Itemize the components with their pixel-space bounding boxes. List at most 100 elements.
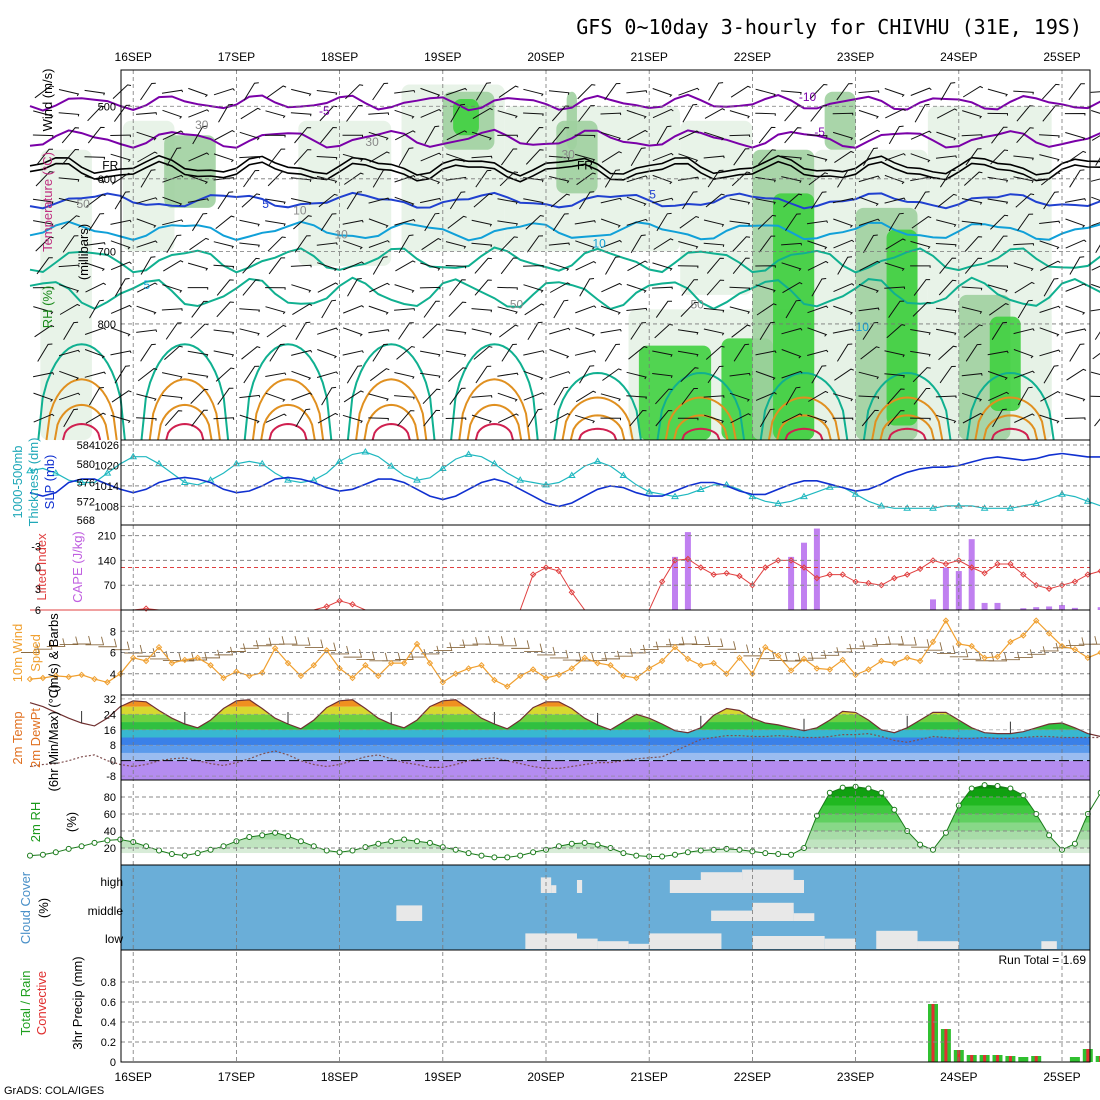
wind-barb: [161, 372, 183, 379]
precip-convective-bar: [996, 1055, 999, 1062]
wind-barb: [447, 215, 467, 229]
thickness-marker: [619, 471, 628, 478]
wind-barb: [527, 408, 543, 428]
rh-marker: [517, 852, 524, 859]
wind-barb: [806, 134, 828, 138]
wind-barb: [419, 197, 442, 204]
wind-barb: [832, 417, 854, 421]
label-total-rain: Total / Rain: [18, 970, 33, 1035]
wind-barb: [732, 236, 751, 252]
wind-barb: [962, 392, 983, 402]
wind-barb: [705, 193, 725, 208]
wind-barb: [910, 350, 931, 357]
precip-tick: 0.2: [101, 1037, 116, 1049]
wind-barb: [1039, 327, 1060, 337]
rh-marker: [530, 849, 537, 856]
temp-bands: [121, 699, 1090, 780]
contour-label: 50: [510, 298, 524, 312]
wind-barb: [497, 392, 518, 402]
thickness-tick: 576: [77, 478, 95, 490]
wind-barb: [756, 303, 777, 316]
wind-barb: [991, 321, 1008, 340]
wind-barb: [368, 393, 389, 402]
surface-wind-barb: [949, 648, 969, 658]
rh-marker: [594, 841, 601, 848]
wind-barb: [1065, 305, 1086, 315]
cloud-block-middle: [396, 905, 423, 921]
surface-wind-barb: [253, 637, 272, 647]
thickness-marker: [877, 501, 886, 509]
surface-wind-barb: [924, 642, 943, 651]
wind-barb: [862, 322, 879, 340]
surface-wind-barb: [549, 649, 569, 659]
surface-wind-barb: [678, 635, 698, 645]
cloud-block-low: [824, 938, 856, 949]
rh-marker: [65, 845, 72, 852]
wind-barb: [574, 134, 596, 138]
cape-bar: [968, 539, 975, 610]
wind-barb: [37, 343, 53, 362]
wind-barb: [1040, 172, 1061, 186]
wind-barb: [914, 103, 930, 123]
wind-barb: [140, 169, 156, 188]
wind-barb: [1013, 155, 1034, 161]
wind-barb: [526, 126, 544, 144]
wind-barb: [837, 169, 853, 188]
warm-arch: [784, 427, 824, 441]
cape-bar: [930, 599, 936, 610]
wind-barb: [1013, 243, 1035, 246]
label-2m-rh: 2m RH: [28, 802, 43, 842]
temp-band: [121, 714, 1090, 723]
warm-arch: [165, 422, 205, 441]
surface-wind-barb: [936, 645, 956, 655]
wind-barb: [729, 198, 751, 205]
wind-barb: [961, 286, 983, 291]
wind-barb: [1090, 91, 1100, 93]
wind-barb: [290, 264, 312, 268]
rh-marker: [1007, 785, 1014, 792]
wind-barb: [910, 265, 931, 268]
wind-barb: [114, 191, 130, 210]
wind-barb: [807, 154, 828, 162]
wind-barb: [628, 346, 648, 360]
cloud-level-middle: middle: [88, 904, 124, 918]
wind-barb: [548, 242, 570, 246]
surface-wind-barb: [769, 652, 788, 661]
wind-barb: [758, 126, 776, 144]
wind-barb: [471, 414, 492, 424]
precip-tick: 0: [110, 1057, 116, 1069]
wind-barb: [781, 370, 803, 379]
wind-barb: [730, 413, 751, 424]
wind-barb: [759, 321, 775, 340]
wind-barb: [755, 392, 777, 401]
surface-wind-barb: [446, 639, 466, 648]
wind-barb: [575, 390, 597, 403]
rh-marker: [297, 838, 304, 845]
wind-barb: [962, 412, 984, 424]
cape-bar: [1020, 608, 1027, 610]
wind-barb: [110, 414, 131, 424]
surface-wind-barb: [472, 635, 492, 645]
wind-barb: [446, 87, 468, 96]
wind-barb: [394, 89, 416, 94]
wind-barb: [137, 368, 158, 382]
wind-barb: [317, 262, 338, 272]
wind-barb: [424, 212, 440, 232]
wind-barb: [291, 284, 312, 293]
wind-barb: [34, 85, 55, 99]
wind-barb: [446, 130, 468, 141]
wind-barb: [111, 390, 132, 403]
surface-wind-barb: [291, 637, 311, 646]
wind-barb: [84, 175, 106, 184]
rh-marker: [27, 852, 33, 859]
precip-tick: 0.6: [101, 997, 116, 1009]
wind-barb: [1043, 278, 1059, 297]
wind-barb: [733, 148, 750, 166]
wind-barb: [887, 388, 905, 405]
wind-barb: [706, 257, 724, 274]
wind-speed-marker: [813, 665, 821, 672]
warm-arch: [966, 371, 1055, 441]
wind-barb: [1017, 386, 1033, 406]
surface-wind-barb: [485, 636, 504, 645]
precip-tick: 0.8: [101, 977, 116, 989]
